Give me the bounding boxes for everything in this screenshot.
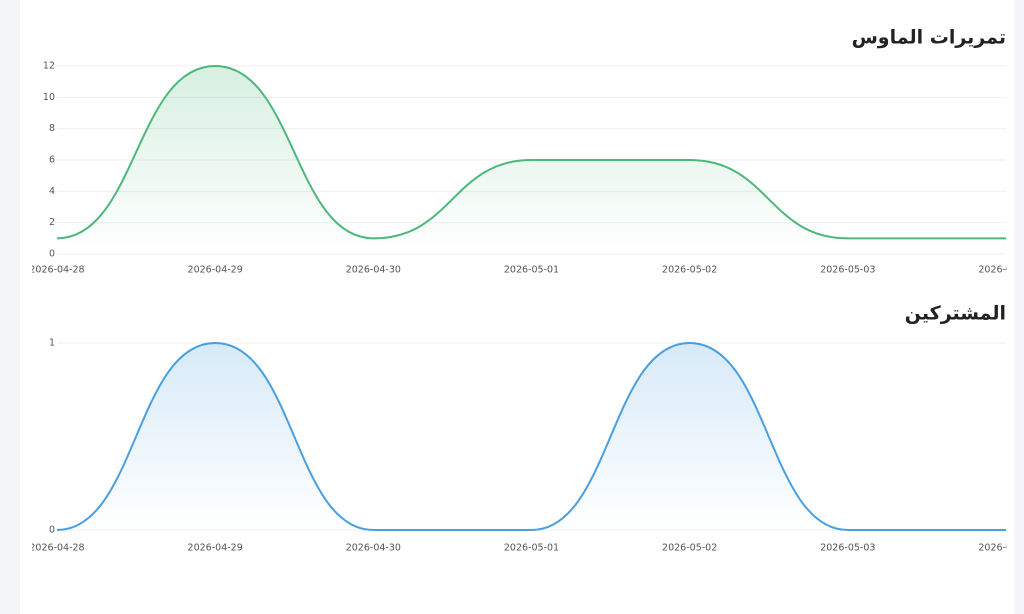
y-tick-label: 12	[43, 61, 55, 72]
line	[56, 341, 1006, 532]
x-tick-label: 2026-05-02	[662, 543, 717, 554]
x-tick-label: 2026-04-29	[188, 543, 243, 554]
area	[57, 343, 1006, 530]
y-tick-label: 0	[49, 249, 55, 260]
x-tick-label: 2026-05-02	[662, 265, 717, 276]
x-tick-label: 2026-04-28	[29, 543, 84, 554]
x-tick-label: 2026-05-04	[978, 265, 1024, 276]
y-tick-label: 6	[49, 155, 55, 166]
x-tick-label: 2026-04-29	[188, 265, 243, 276]
x-axis-labels: 2026-04-28 2026-04-29 2026-04-30 2026-05-01…	[29, 265, 1024, 276]
y-tick-label: 2	[49, 217, 55, 228]
x-tick-label: 2026-05-01	[504, 543, 559, 554]
chart-title: تمريرات الماوس	[852, 27, 1006, 49]
x-tick-label: 2026-04-28	[29, 265, 84, 276]
chart-title: المشتركين	[905, 303, 1006, 325]
y-tick-label: 0	[49, 525, 55, 536]
x-tick-label: 2026-04-30	[346, 543, 401, 554]
x-tick-label: 2026-05-04	[978, 543, 1024, 554]
x-tick-label: 2026-04-30	[346, 265, 401, 276]
y-tick-label: 1	[49, 338, 55, 349]
x-tick-label: 2026-05-03	[820, 265, 875, 276]
y-tick-label: 8	[49, 123, 55, 134]
x-axis-labels: 2026-04-28 2026-04-29 2026-04-30 2026-05-01…	[29, 543, 1024, 554]
line	[56, 64, 1006, 240]
x-tick-label: 2026-05-03	[820, 543, 875, 554]
y-tick-label: 4	[49, 186, 55, 197]
y-tick-label: 10	[43, 92, 55, 103]
x-tick-label: 2026-05-01	[504, 265, 559, 276]
